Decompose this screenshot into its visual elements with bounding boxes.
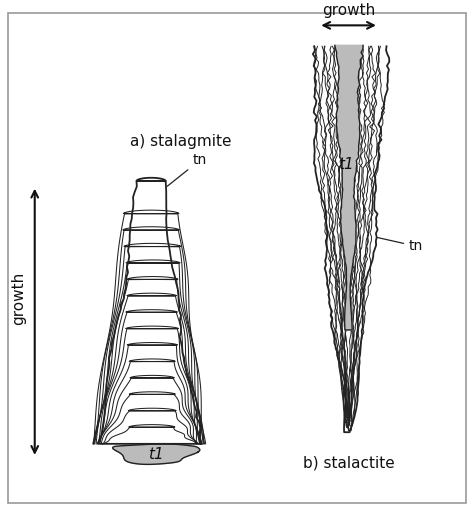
Polygon shape <box>335 45 363 330</box>
Polygon shape <box>313 46 389 432</box>
Text: t1: t1 <box>338 157 354 172</box>
Polygon shape <box>113 444 200 464</box>
Text: growth: growth <box>322 4 375 18</box>
Text: tn: tn <box>377 238 423 253</box>
Text: b) stalactite: b) stalactite <box>303 456 394 470</box>
Text: tn: tn <box>167 153 207 186</box>
Text: t1: t1 <box>148 447 164 462</box>
Text: a) stalagmite: a) stalagmite <box>130 134 232 148</box>
Polygon shape <box>100 178 201 444</box>
Text: growth: growth <box>11 272 26 325</box>
